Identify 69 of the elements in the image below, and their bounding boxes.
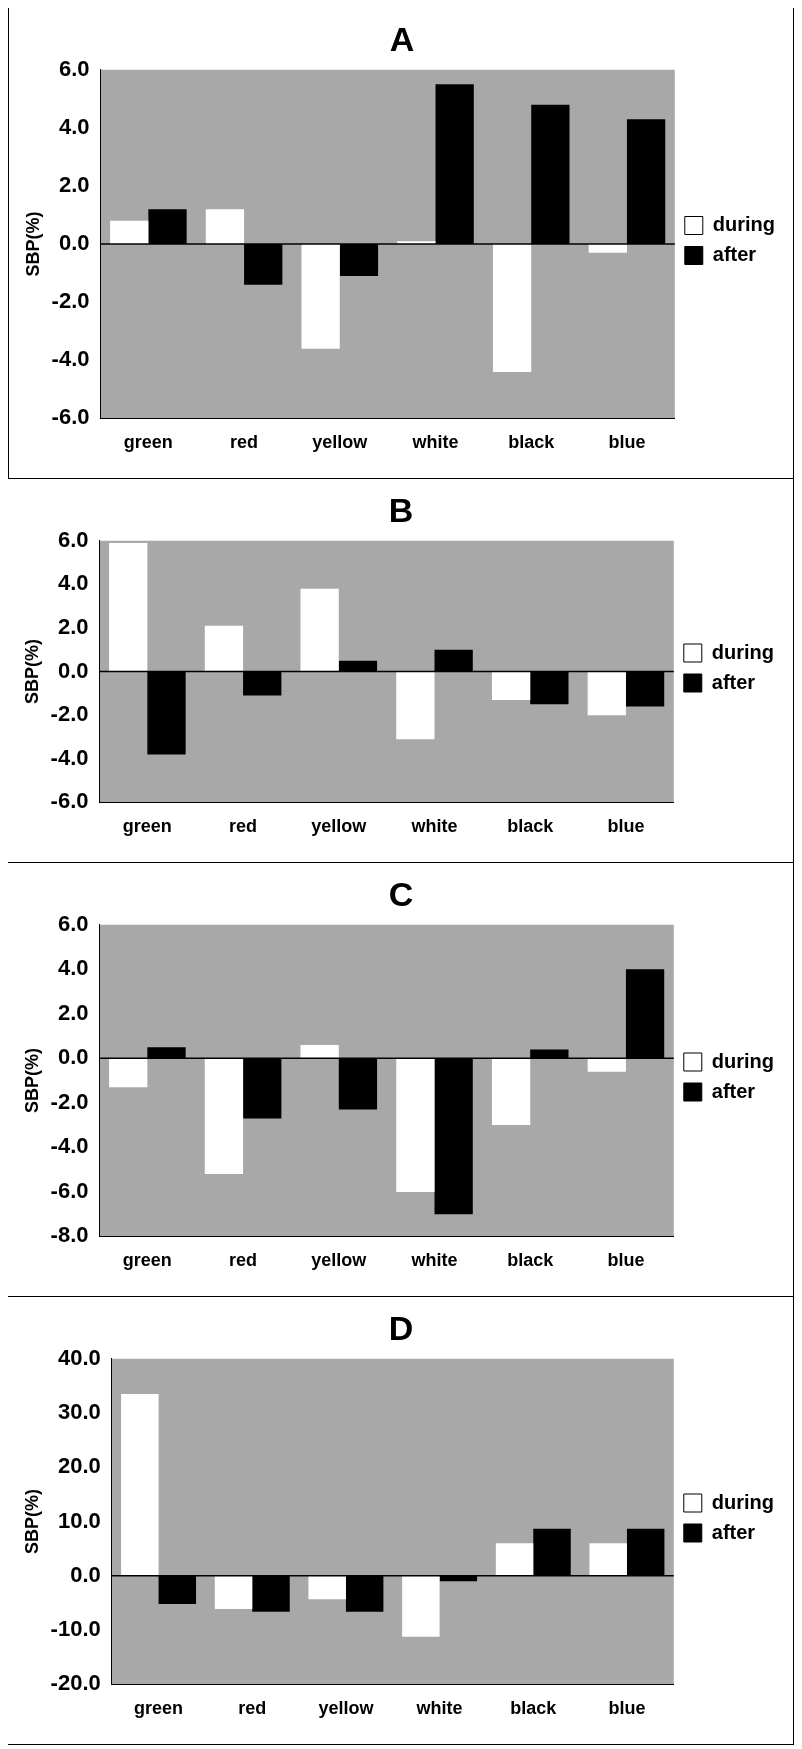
x-tick-label: white — [415, 1698, 463, 1719]
x-tick-label: yellow — [318, 1698, 375, 1719]
y-tick-label: -4.0 — [50, 1133, 89, 1159]
x-tick-label: green — [122, 1250, 172, 1271]
x-tick-label: yellow — [312, 432, 369, 453]
x-tick-label: blue — [607, 816, 645, 837]
y-tick-label: 0.0 — [57, 1044, 89, 1070]
x-tick-label: yellow — [311, 1250, 368, 1271]
y-tick-label: -6.0 — [51, 404, 90, 430]
legend-label: after — [711, 1520, 756, 1543]
y-tick-label: -2.0 — [50, 1088, 89, 1114]
y-tick-label: 6.0 — [57, 910, 89, 936]
y-tick-label: -6.0 — [50, 788, 89, 814]
y-tick-label: -10.0 — [50, 1616, 101, 1642]
x-tick-label: red — [229, 816, 258, 837]
y-tick-label: 4.0 — [57, 570, 89, 596]
chart-title: A — [389, 19, 415, 58]
y-axis-title: SBP(%) — [22, 211, 43, 277]
y-tick-label: 2.0 — [57, 999, 89, 1025]
y-tick-label: -4.0 — [50, 744, 89, 770]
x-tick-label: black — [508, 432, 556, 453]
y-tick-label: -2.0 — [51, 288, 90, 314]
legend-label: during — [712, 213, 776, 236]
y-tick-label: 2.0 — [57, 614, 89, 640]
legend-label: after — [712, 243, 757, 266]
y-tick-label: 0.0 — [58, 230, 90, 256]
legend-label: after — [711, 1079, 756, 1102]
x-tick-label: red — [230, 432, 259, 453]
y-tick-label: -20.0 — [50, 1670, 101, 1696]
y-tick-label: -2.0 — [50, 701, 89, 727]
y-tick-label: -4.0 — [51, 346, 90, 372]
y-tick-label: 0.0 — [57, 657, 89, 683]
x-tick-label: red — [238, 1698, 267, 1719]
x-tick-label: white — [411, 432, 459, 453]
y-tick-label: 40.0 — [57, 1344, 101, 1370]
x-tick-label: white — [410, 1250, 458, 1271]
y-axis-title: SBP(%) — [21, 1048, 42, 1114]
x-tick-label: red — [229, 1250, 258, 1271]
y-tick-label: 4.0 — [57, 955, 89, 981]
y-tick-label: -8.0 — [50, 1222, 89, 1248]
y-tick-label: 2.0 — [58, 172, 90, 198]
y-tick-label: 0.0 — [70, 1561, 101, 1587]
y-axis-title: SBP(%) — [21, 1489, 42, 1555]
chart-title: C — [388, 874, 414, 913]
x-tick-label: black — [510, 1698, 558, 1719]
y-tick-label: 4.0 — [58, 113, 90, 139]
legend-label: during — [711, 1049, 775, 1072]
x-tick-label: black — [507, 816, 555, 837]
x-tick-label: white — [410, 816, 458, 837]
y-tick-label: -6.0 — [50, 1177, 89, 1203]
x-tick-label: blue — [608, 432, 646, 453]
x-tick-label: blue — [608, 1698, 646, 1719]
x-tick-label: yellow — [311, 816, 368, 837]
legend-label: during — [711, 640, 775, 663]
y-axis-title: SBP(%) — [21, 639, 42, 705]
legend-label: after — [711, 670, 756, 693]
y-tick-label: 30.0 — [57, 1399, 101, 1425]
x-tick-label: green — [123, 432, 173, 453]
y-tick-label: 20.0 — [57, 1453, 101, 1479]
legend-label: during — [711, 1490, 775, 1513]
x-tick-label: blue — [607, 1250, 645, 1271]
y-tick-label: 6.0 — [57, 526, 89, 552]
x-tick-label: green — [122, 816, 172, 837]
chart-title: D — [388, 1308, 414, 1347]
x-tick-label: green — [134, 1698, 184, 1719]
y-tick-label: 10.0 — [57, 1507, 101, 1533]
chart-title: B — [388, 490, 414, 529]
y-tick-label: 6.0 — [58, 55, 90, 81]
x-tick-label: black — [507, 1250, 555, 1271]
